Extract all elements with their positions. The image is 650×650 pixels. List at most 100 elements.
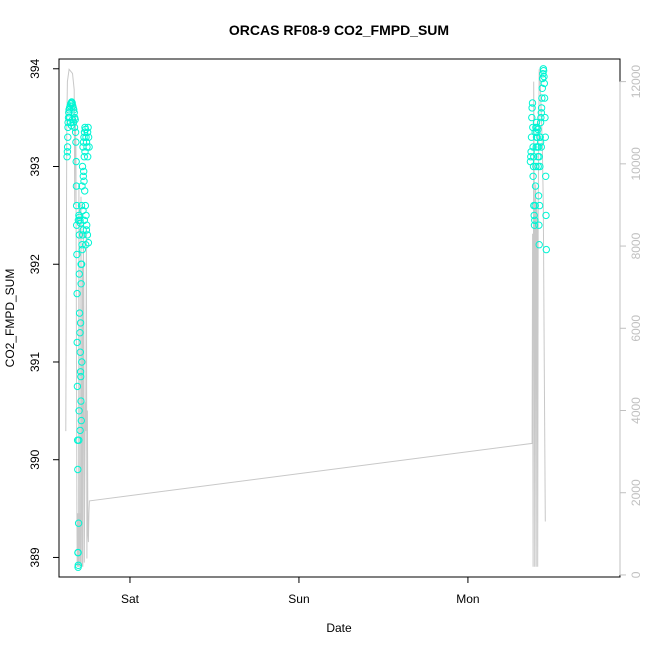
data-point bbox=[69, 118, 78, 127]
y2-tick-label: 10000 bbox=[629, 147, 643, 181]
data-point bbox=[84, 239, 93, 247]
data-point bbox=[79, 231, 87, 239]
data-point bbox=[529, 143, 537, 151]
y-tick-label: 391 bbox=[28, 352, 42, 372]
data-point bbox=[542, 172, 550, 181]
data-point bbox=[84, 133, 93, 141]
data-point bbox=[73, 382, 82, 391]
data-point bbox=[68, 99, 76, 107]
data-point bbox=[81, 187, 89, 195]
data-point bbox=[540, 79, 548, 88]
data-point bbox=[527, 133, 536, 141]
data-point bbox=[542, 211, 550, 220]
data-point bbox=[63, 148, 72, 156]
data-point bbox=[77, 201, 86, 210]
y2-tick-label: 2000 bbox=[629, 479, 643, 506]
data-point bbox=[534, 143, 543, 151]
data-point bbox=[70, 123, 79, 132]
data-point bbox=[75, 436, 83, 444]
data-point bbox=[74, 548, 82, 557]
x-axis: Sat Sun Mon bbox=[121, 576, 480, 606]
data-point bbox=[538, 74, 547, 83]
data-point bbox=[76, 329, 84, 337]
data-point bbox=[537, 109, 545, 117]
data-point bbox=[63, 153, 71, 161]
data-point bbox=[84, 153, 92, 161]
data-point bbox=[64, 133, 72, 141]
data-point bbox=[530, 221, 539, 229]
data-point bbox=[80, 216, 89, 225]
data-point bbox=[538, 94, 546, 102]
x-tick-label: Sun bbox=[288, 592, 309, 606]
data-point bbox=[532, 118, 541, 127]
y-tick-label: 389 bbox=[28, 547, 42, 567]
data-point bbox=[528, 113, 536, 122]
data-point bbox=[73, 250, 81, 259]
data-point bbox=[533, 133, 541, 141]
data-point bbox=[77, 416, 86, 425]
data-point bbox=[537, 104, 546, 112]
data-point bbox=[528, 104, 536, 112]
data-point bbox=[537, 143, 545, 151]
data-point bbox=[537, 113, 545, 122]
data-point bbox=[76, 348, 85, 356]
data-point bbox=[77, 372, 85, 381]
data-point bbox=[536, 133, 544, 141]
data-point bbox=[73, 221, 81, 229]
chart-title: ORCAS RF08-9 CO2_FMPD_SUM bbox=[229, 22, 449, 38]
y-axis-label: CO2_FMPD_SUM bbox=[3, 269, 17, 368]
data-point bbox=[530, 211, 538, 220]
data-point bbox=[72, 182, 81, 190]
data-point bbox=[541, 133, 549, 141]
data-point bbox=[536, 118, 545, 127]
data-point bbox=[79, 172, 88, 181]
data-point bbox=[78, 162, 87, 171]
data-point bbox=[70, 109, 78, 117]
data-point bbox=[541, 113, 549, 122]
data-point bbox=[82, 226, 91, 234]
x-tick-label: Sat bbox=[121, 592, 140, 606]
data-point bbox=[76, 319, 85, 327]
x-axis-label: Date bbox=[326, 621, 352, 635]
data-point bbox=[76, 368, 85, 376]
data-point bbox=[72, 138, 80, 146]
data-point bbox=[528, 99, 537, 107]
data-point bbox=[72, 157, 80, 166]
data-point bbox=[532, 162, 540, 171]
data-point bbox=[63, 143, 72, 151]
x-tick-label: Mon bbox=[456, 592, 479, 606]
data-point bbox=[76, 426, 84, 435]
y2-tick-label: 6000 bbox=[629, 315, 643, 342]
data-point bbox=[536, 162, 544, 171]
data-point bbox=[74, 561, 83, 569]
data-point bbox=[536, 138, 545, 146]
data-point bbox=[527, 153, 535, 161]
y-tick-label: 390 bbox=[28, 449, 42, 469]
y-axis-left: 389 390 391 392 393 394 bbox=[28, 58, 60, 567]
y2-tick-label: 0 bbox=[629, 571, 643, 578]
data-point bbox=[72, 201, 81, 210]
data-point bbox=[79, 206, 87, 215]
data-point bbox=[75, 407, 83, 415]
data-point bbox=[83, 128, 92, 137]
y-tick-label: 394 bbox=[28, 58, 42, 78]
data-point bbox=[78, 245, 87, 254]
data-point bbox=[534, 192, 543, 200]
data-point bbox=[74, 465, 82, 474]
data-point bbox=[73, 338, 81, 347]
data-point bbox=[535, 201, 544, 210]
data-point bbox=[535, 221, 543, 229]
data-point bbox=[71, 128, 80, 137]
data-point bbox=[540, 94, 549, 102]
y-axis-right: 0 2000 4000 6000 8000 10000 12000 bbox=[619, 65, 643, 578]
data-point bbox=[83, 143, 91, 151]
data-point bbox=[531, 216, 539, 225]
data-point bbox=[77, 260, 85, 268]
data-point bbox=[535, 241, 543, 249]
data-point bbox=[75, 231, 84, 239]
y-tick-label: 393 bbox=[28, 156, 42, 176]
data-point bbox=[538, 84, 546, 93]
y2-tick-label: 4000 bbox=[629, 397, 643, 424]
data-point bbox=[83, 231, 92, 239]
